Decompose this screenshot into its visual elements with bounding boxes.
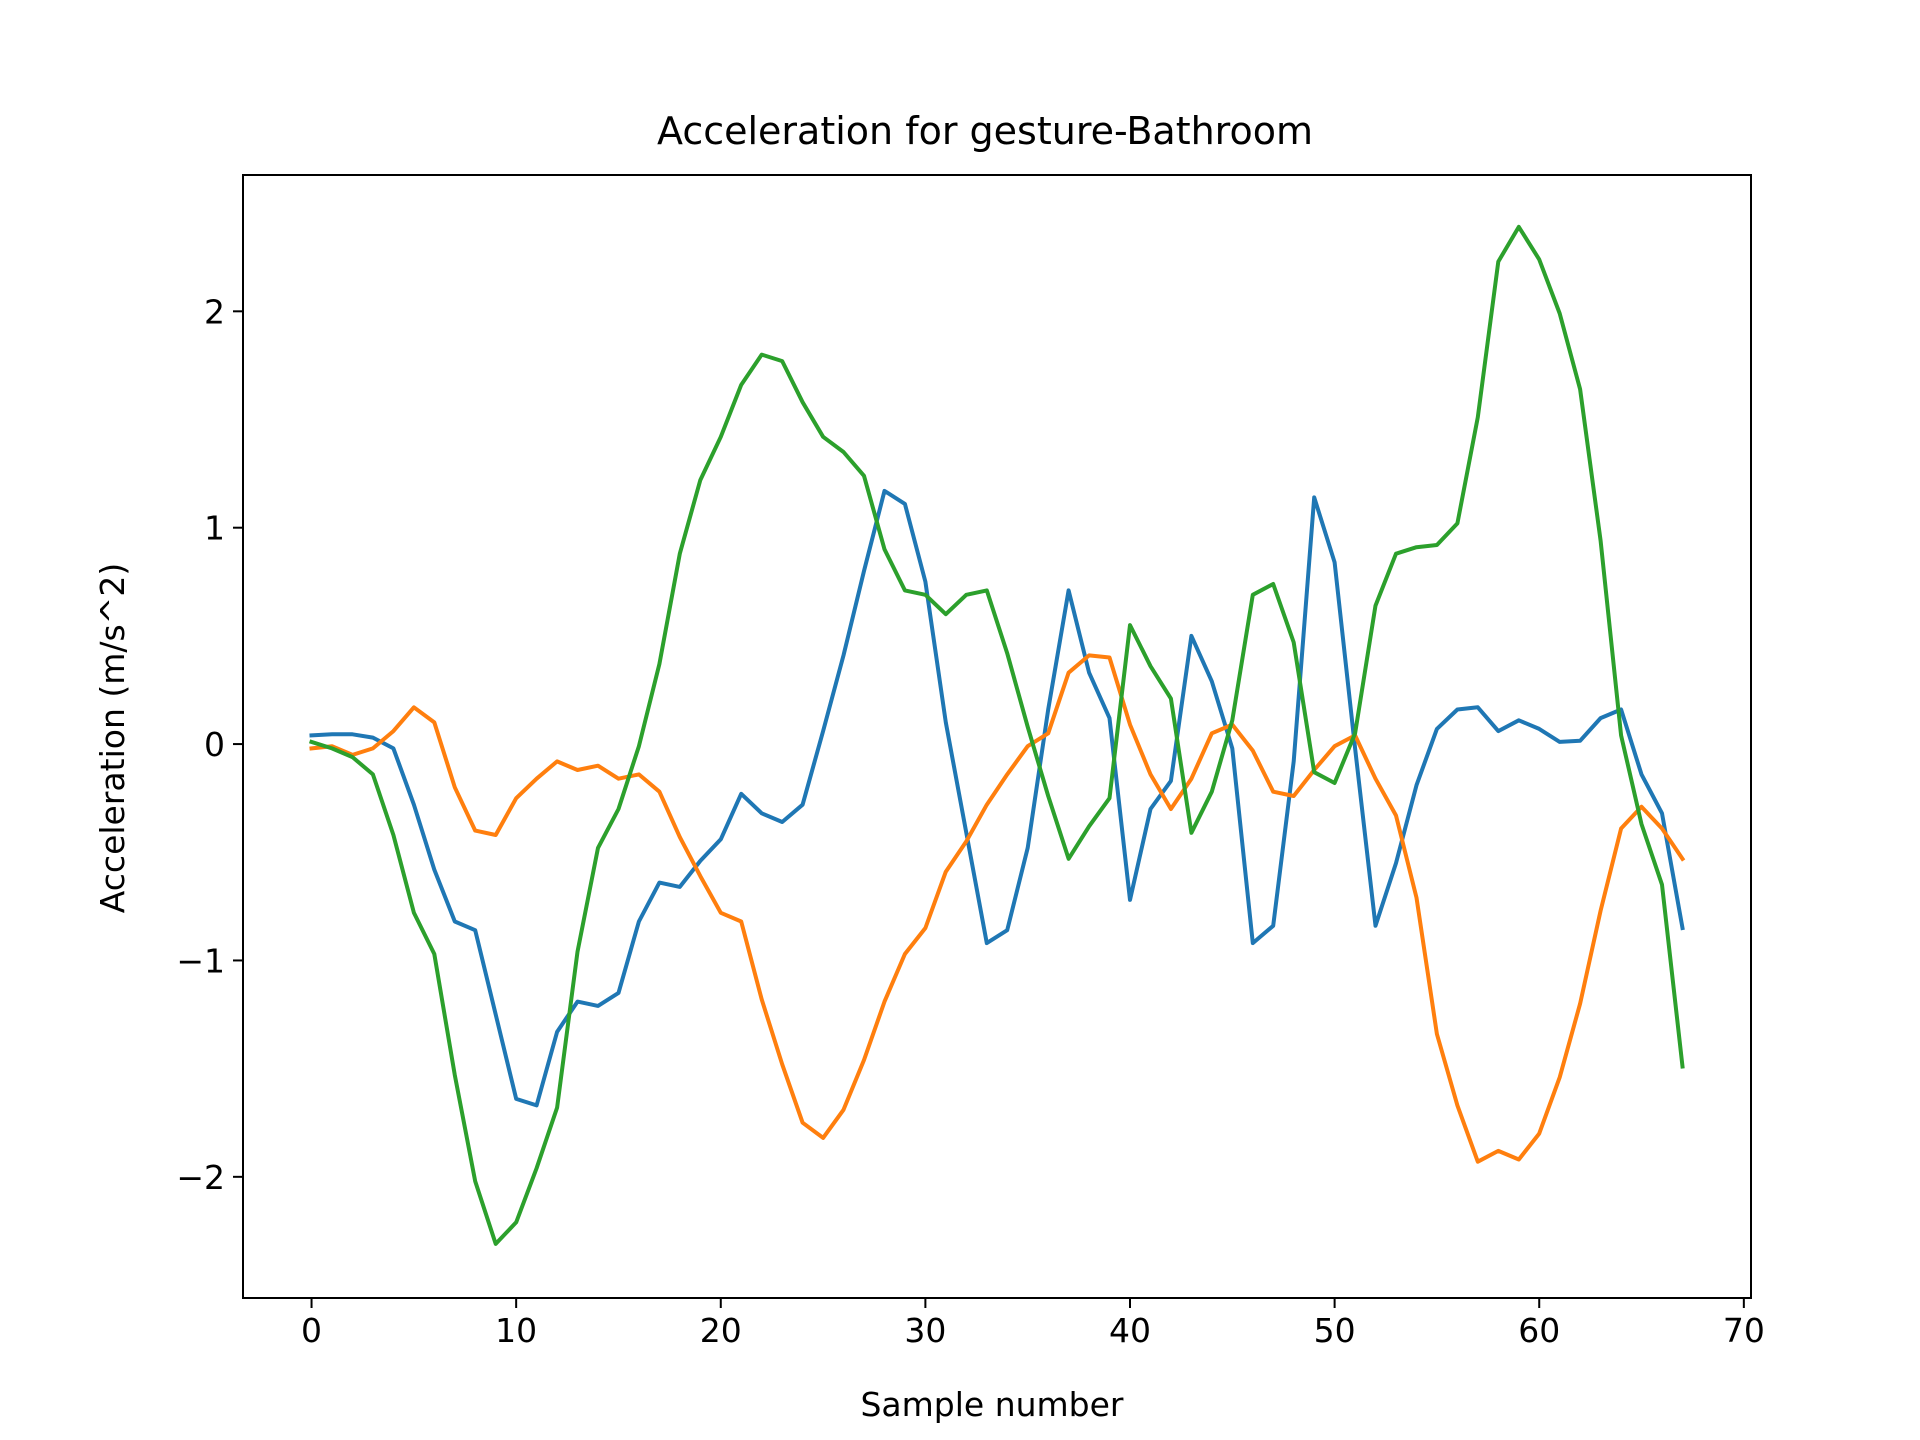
series-line-1: [309, 488, 1685, 1108]
series-layer: [308, 224, 1686, 1246]
y-tick-label: 2: [204, 292, 225, 331]
series-line-2: [309, 653, 1686, 1164]
series-line-3: [308, 224, 1685, 1246]
plot-frame: [242, 174, 1752, 1299]
y-tick-label: 1: [204, 509, 225, 548]
chart-title: Acceleration for gesture-Bathroom: [657, 109, 1313, 153]
y-tick-label: 0: [204, 725, 225, 764]
y-axis-label: Acceleration (m/s^2): [93, 563, 132, 913]
x-axis-ticks: 0 10 20 30 40 50 60 70: [301, 1298, 1765, 1350]
x-tick-label: 70: [1723, 1311, 1765, 1350]
x-tick-label: 10: [495, 1311, 537, 1350]
x-tick-label: 50: [1314, 1311, 1356, 1350]
x-tick-label: 60: [1518, 1311, 1560, 1350]
x-tick-label: 20: [700, 1311, 742, 1350]
y-tick-label: −2: [176, 1158, 225, 1197]
x-tick-label: 0: [301, 1311, 322, 1350]
y-tick-label: −1: [176, 941, 225, 980]
x-axis-label: Sample number: [860, 1385, 1123, 1424]
y-axis-ticks: −2 −1 0 1 2: [176, 292, 243, 1197]
x-tick-label: 40: [1109, 1311, 1151, 1350]
x-tick-label: 30: [904, 1311, 946, 1350]
